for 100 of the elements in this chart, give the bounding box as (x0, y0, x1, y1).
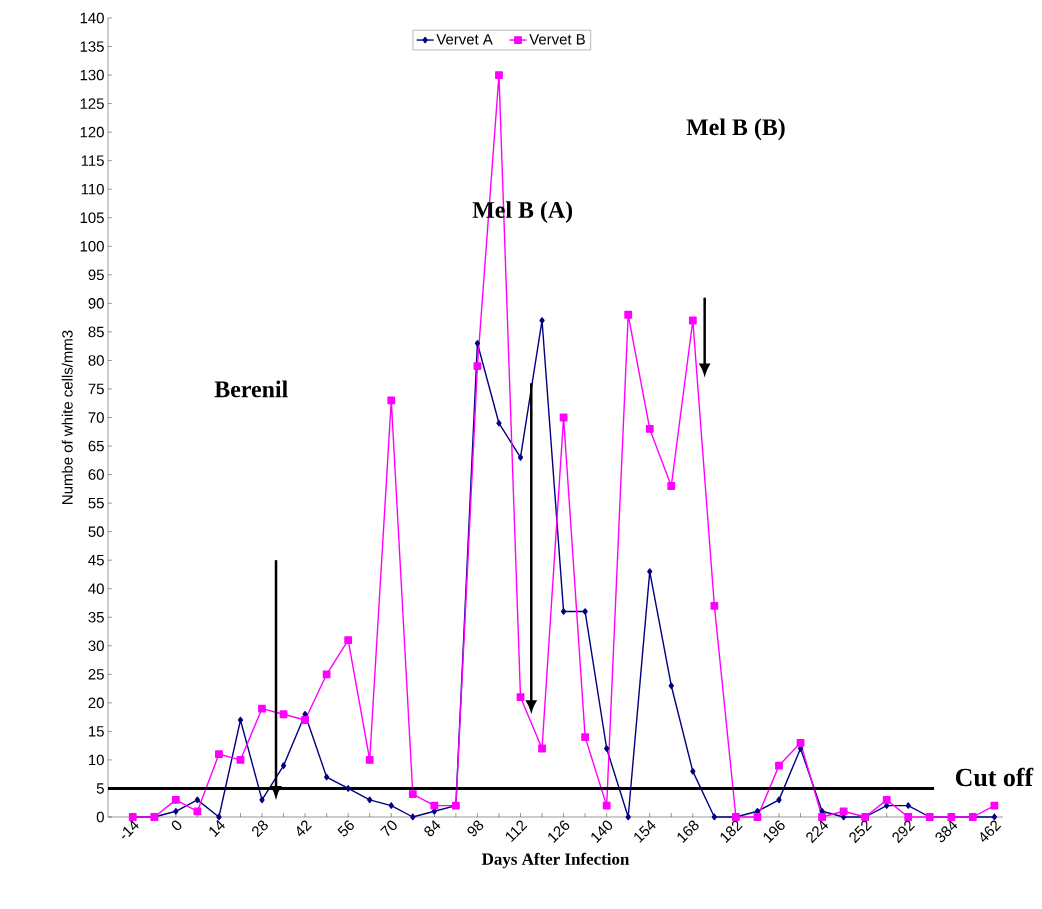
point (279, 710, 288, 719)
y-tick-label: 80 (88, 355, 104, 366)
point (259, 796, 265, 804)
point (301, 716, 309, 724)
x-tick-label: 126 (548, 820, 570, 843)
y-tick-label: 30 (88, 640, 104, 652)
point (710, 601, 719, 610)
y-tick-label: 0 (96, 811, 104, 823)
y-tick-label: 115 (81, 155, 104, 166)
y-tick-label: 15 (89, 726, 104, 737)
x-tick-label: 70 (380, 820, 397, 836)
point (645, 425, 654, 433)
x-tick-label: 154 (634, 820, 656, 843)
point (882, 795, 891, 804)
y-tick-label: 40 (88, 583, 104, 594)
y-tick-label: 5 (96, 783, 104, 794)
point (237, 716, 244, 724)
legend-label: Vervet B (529, 34, 585, 45)
point (776, 796, 782, 804)
annotation: Mel B (B) (686, 118, 785, 141)
x-tick-label: 252 (849, 820, 872, 844)
y-tick-label: 65 (88, 440, 104, 452)
point (194, 796, 201, 804)
point (775, 761, 783, 770)
point (538, 744, 546, 753)
x-tick-label: 42 (297, 820, 312, 836)
point (839, 807, 848, 816)
x-tick-label: 0 (171, 820, 182, 831)
point (753, 813, 762, 821)
point (539, 317, 545, 324)
point (581, 733, 590, 741)
point (280, 762, 287, 769)
point (516, 693, 525, 702)
y-tick-label: 20 (88, 697, 104, 709)
y-tick-label: 60 (88, 469, 104, 480)
x-tick-label: 182 (720, 820, 743, 843)
y-tick-label: 10 (89, 754, 104, 766)
y-tick-label: 130 (80, 69, 104, 81)
point (990, 801, 999, 810)
y-tick-label: 45 (88, 554, 104, 566)
point (582, 608, 588, 615)
point (367, 796, 373, 804)
point (236, 756, 245, 764)
point (322, 670, 331, 679)
point (602, 801, 611, 810)
x-tick-label: 224 (806, 820, 829, 844)
y-tick-label: 100 (80, 240, 104, 252)
point (410, 813, 416, 821)
x-tick-label: 384 (935, 820, 958, 843)
x-tick-label: -14 (122, 820, 139, 839)
x-tick-label: 140 (591, 820, 613, 843)
y-tick-label: 135 (80, 41, 104, 52)
x-tick-label: 84 (424, 820, 441, 837)
point (905, 802, 911, 809)
point (604, 745, 610, 752)
y-tick-label: 105 (80, 212, 104, 224)
y-tick-label: 35 (88, 611, 104, 623)
point (667, 482, 676, 490)
y-tick-label: 140 (80, 12, 104, 24)
y-tick-label: 55 (88, 497, 104, 509)
point (388, 802, 394, 809)
point (624, 310, 633, 319)
x-tick-label: 462 (980, 820, 1002, 842)
point (818, 813, 826, 821)
x-tick-label: 168 (677, 820, 699, 843)
point (904, 813, 913, 821)
point (668, 682, 674, 690)
y-tick-label: 85 (88, 326, 104, 338)
y-tick-label: 95 (88, 269, 104, 281)
point (517, 454, 524, 461)
point (796, 738, 805, 747)
point (173, 808, 179, 815)
point (387, 396, 396, 405)
x-tick-label: 56 (337, 820, 354, 837)
point (408, 790, 417, 799)
ref-line-label: Cut off (955, 767, 1034, 787)
y-tick-label: 50 (88, 526, 104, 537)
point (473, 362, 482, 371)
point (431, 808, 437, 815)
point (323, 773, 330, 781)
y-tick-label: 70 (88, 412, 104, 423)
point (495, 71, 503, 79)
x-tick-label: 98 (467, 820, 484, 837)
x-axis-title: Days After Infection (481, 852, 630, 869)
point (215, 750, 223, 759)
point (193, 807, 202, 816)
point (496, 419, 502, 427)
point (560, 608, 567, 615)
point (258, 704, 266, 713)
y-tick-label: 125 (80, 98, 104, 109)
point (711, 813, 718, 821)
point (797, 745, 804, 752)
x-tick-label: 196 (763, 820, 785, 843)
point (171, 795, 180, 804)
y-tick-label: 25 (88, 669, 104, 680)
point (430, 801, 439, 810)
x-tick-label: 28 (252, 820, 268, 838)
x-tick-label: 14 (209, 820, 225, 837)
y-tick-label: 110 (81, 183, 104, 195)
point (625, 813, 631, 821)
